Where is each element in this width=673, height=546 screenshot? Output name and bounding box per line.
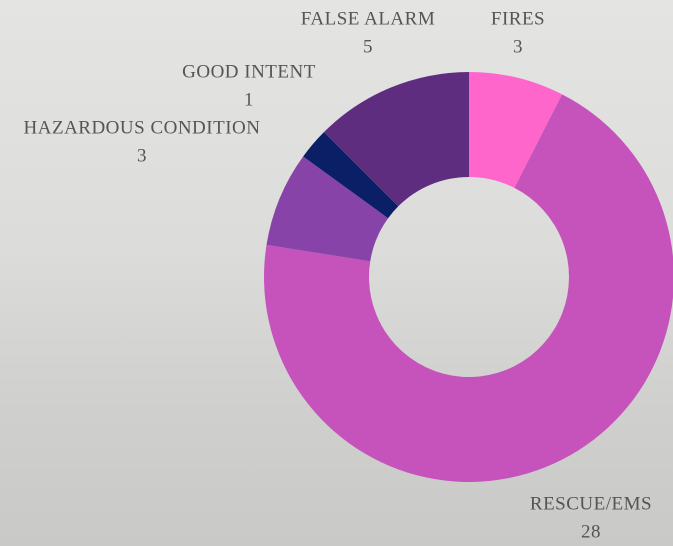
donut-slice (266, 156, 389, 262)
donut-slice (264, 94, 673, 482)
slice-value: 3 (137, 145, 147, 166)
slice-value: 1 (244, 89, 254, 110)
donut-slice (303, 132, 399, 219)
slice-value: 3 (513, 36, 523, 57)
slice-label: RESCUE/EMS (530, 493, 652, 514)
slice-label: FIRES (491, 8, 545, 29)
slice-label: FALSE ALARM (301, 8, 435, 29)
donut-slice (324, 72, 469, 207)
slice-label: GOOD INTENT (182, 61, 316, 82)
donut-slice (469, 72, 563, 188)
slice-value: 28 (581, 521, 601, 542)
slice-value: 5 (363, 36, 373, 57)
slice-label: HAZARDOUS CONDITION (24, 117, 261, 138)
